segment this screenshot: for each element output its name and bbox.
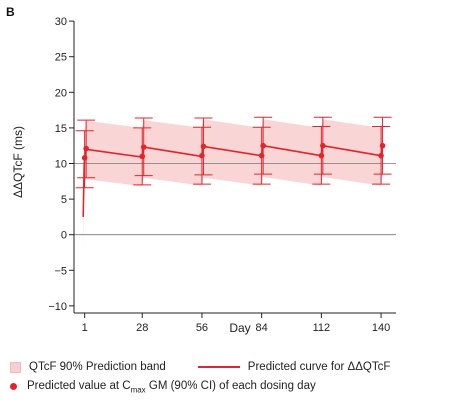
panel-label: B [6,5,15,19]
legend-point-label: Predicted value at Cmax GM (90% CI) of e… [27,380,316,394]
point-swatch [10,383,17,391]
y-tick-label: −5 [54,265,67,277]
legend: QTcF 90% Prediction band Predicted curve… [10,357,450,397]
legend-row-2: Predicted value at Cmax GM (90% CI) of e… [10,377,450,397]
data-point [260,142,266,149]
qtcf-chart: B −10 −5 0 5 10 15 20 25 30 1 28 56 84 112 140 Day ΔΔQ… [6,5,396,335]
data-point [258,152,265,159]
x-tick-label: 56 [196,322,208,334]
data-point [379,142,386,149]
legend-point-suffix: GM (90% CI) of each dosing day [145,379,316,392]
x-tick-label: 84 [256,322,268,334]
y-tick-label: −10 [48,301,67,313]
x-tick-label: 112 [313,322,331,334]
x-tick-label: 140 [372,322,390,334]
x-tick-label: 1 [82,322,88,334]
y-tick-label: 10 [55,159,67,171]
prediction-band [83,119,383,249]
x-tick-label: 28 [136,322,148,334]
y-tick-label: 20 [55,87,67,99]
axes: −10 −5 0 5 10 15 20 25 30 1 28 56 84 112 140 [48,16,396,334]
data-point [318,152,325,159]
data-point [200,143,207,150]
legend-point-sub: max [130,385,146,395]
legend-item-band: QTcF 90% Prediction band [10,361,166,373]
band-swatch [10,361,21,373]
y-tick-label: 25 [55,52,67,64]
data-point [140,144,147,150]
data-point [81,155,88,161]
y-tick-label: 30 [55,16,67,28]
curve-swatch [197,366,240,368]
point-layer [81,142,386,161]
y-tick-label: 5 [61,194,67,206]
data-point [139,153,146,160]
data-point [199,152,205,159]
x-axis-title: Day [229,321,250,335]
legend-row-1: QTcF 90% Prediction band Predicted curve… [10,357,450,377]
legend-curve-label: Predicted curve for ΔΔQTcF [247,361,391,373]
prediction-band-layer [83,119,383,249]
legend-item-point: Predicted value at Cmax GM (90% CI) of e… [10,380,316,394]
legend-point-prefix: Predicted value at C [27,379,131,392]
data-point [320,142,326,149]
y-axis-title: ΔΔQTcF (ms) [11,126,25,198]
legend-item-curve: Predicted curve for ΔΔQTcF [197,361,391,373]
y-tick-label: 0 [61,230,67,242]
data-point [378,152,384,159]
y-tick-label: 15 [55,123,67,135]
legend-band-label: QTcF 90% Prediction band [29,361,166,373]
data-point [83,145,89,152]
reference-lines [74,163,396,236]
